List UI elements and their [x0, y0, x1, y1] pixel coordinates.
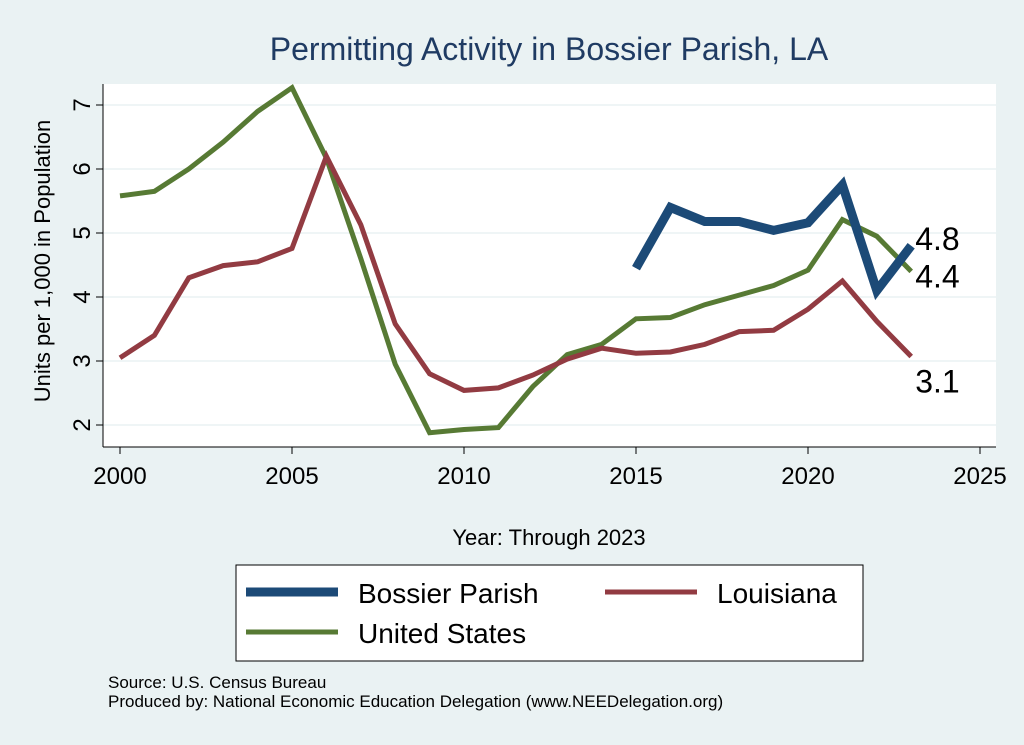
legend-label-louisiana: Louisiana	[717, 578, 837, 609]
y-tick-label-3: 3	[69, 354, 96, 367]
x-tick-label-2010: 2010	[437, 463, 490, 490]
x-tick-label-2015: 2015	[609, 463, 662, 490]
end-label-louisiana: 3.1	[915, 364, 959, 400]
y-tick-label-7: 7	[69, 98, 96, 111]
series-line-united-states	[119, 83, 913, 436]
y-tick-label-4: 4	[69, 290, 96, 303]
legend-label-united-states: United States	[358, 618, 526, 649]
axes	[102, 84, 996, 448]
gridlines	[103, 104, 996, 426]
y-tick-label-6: 6	[69, 162, 96, 175]
y-ticks: 2 3 4 5 6 7	[69, 98, 103, 432]
x-ticks: 2000 2005 2010 2015 2020 2025	[93, 447, 1007, 490]
source-text: Source: U.S. Census Bureau	[108, 673, 327, 692]
y-tick-label-5: 5	[69, 226, 96, 239]
x-tick-label-2000: 2000	[93, 463, 146, 490]
legend-box	[235, 564, 864, 662]
x-axis-label: Year: Through 2023	[452, 525, 645, 550]
y-tick-label-2: 2	[69, 418, 96, 431]
end-label-united-states: 4.4	[915, 258, 959, 294]
series-line-louisiana	[118, 149, 913, 393]
produced-by-text: Produced by: National Economic Education…	[108, 692, 724, 711]
series-lines	[118, 83, 915, 436]
series-line-bossier	[632, 176, 915, 301]
plot-area	[103, 84, 996, 447]
chart-title: Permitting Activity in Bossier Parish, L…	[270, 31, 829, 67]
x-tick-label-2020: 2020	[781, 463, 834, 490]
y-axis-label: Units per 1,000 in Population	[30, 120, 55, 403]
end-label-bossier: 4.8	[915, 221, 959, 257]
x-tick-label-2025: 2025	[953, 463, 1006, 490]
x-tick-label-2005: 2005	[265, 463, 318, 490]
source-notes: Source: U.S. Census Bureau Produced by: …	[108, 673, 723, 711]
legend: Bossier Parish Louisiana United States	[235, 564, 864, 662]
end-labels: 4.8 3.1 4.4	[915, 221, 959, 400]
legend-label-bossier-parish: Bossier Parish	[358, 578, 539, 609]
